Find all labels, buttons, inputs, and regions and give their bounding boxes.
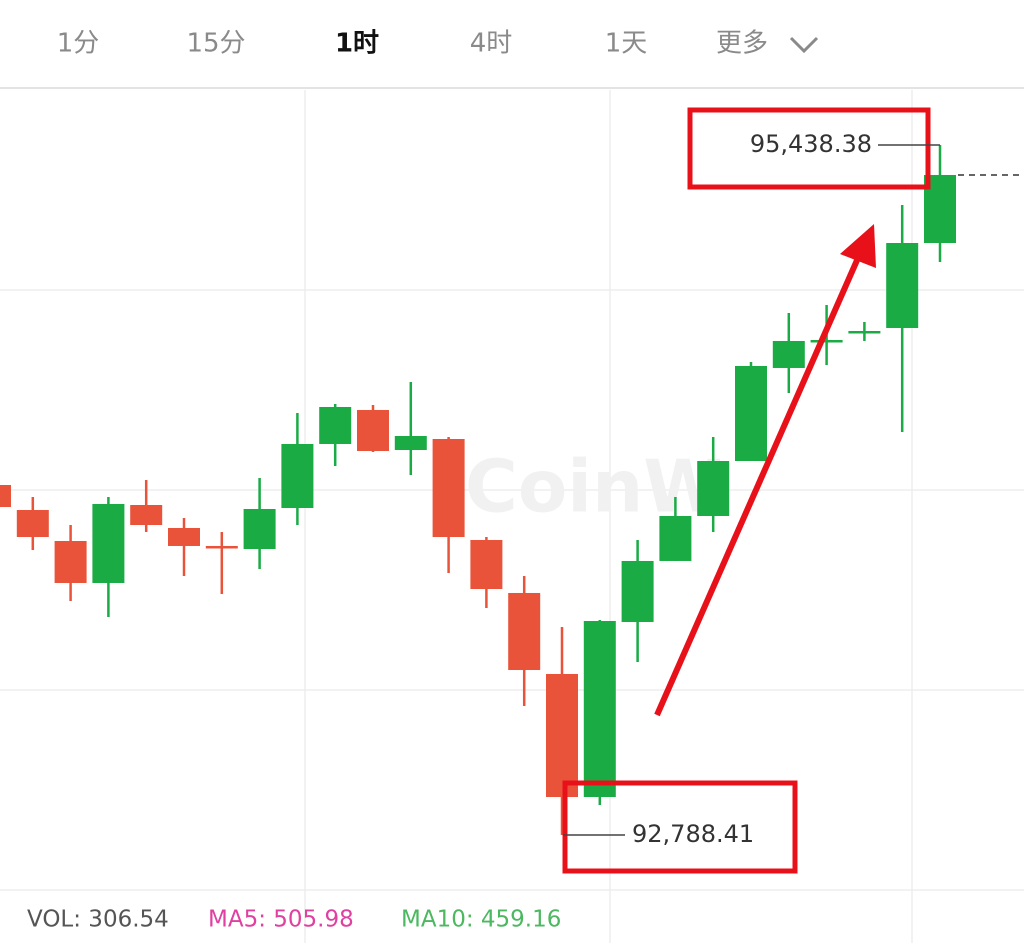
- candle-body: [546, 673, 578, 797]
- candle-body: [886, 243, 919, 328]
- tab[interactable]: 1天: [605, 29, 648, 59]
- arrow: [654, 256, 861, 717]
- candle-body: [54, 540, 87, 583]
- watermark: CoinW: [465, 445, 723, 529]
- candle-body: [621, 560, 654, 622]
- candle-body: [508, 592, 541, 671]
- candle-body: [659, 515, 692, 561]
- tab[interactable]: 4时: [470, 29, 513, 59]
- candle-body: [205, 545, 238, 549]
- candle-body: [243, 508, 276, 550]
- tab[interactable]: 更多: [716, 29, 768, 59]
- highlight-box: [687, 107, 931, 190]
- dropdown-chevron: [789, 36, 819, 54]
- indicator: VOL: 306.54: [27, 907, 169, 933]
- candles: [0, 144, 956, 836]
- candle-body: [168, 527, 200, 546]
- candle-body: [357, 409, 389, 451]
- candle-body: [697, 460, 730, 516]
- high-label: 95,438.38: [750, 130, 872, 158]
- indicator: MA5: 505.98: [208, 907, 354, 933]
- candle-body: [0, 485, 11, 508]
- candle-body: [281, 443, 314, 508]
- candle-body: [319, 406, 352, 444]
- indicator: MA10: 459.16: [401, 907, 561, 933]
- arrow-head: [840, 224, 876, 268]
- candle-body: [92, 503, 125, 583]
- highlight-box: [562, 780, 798, 874]
- candle-body: [470, 539, 503, 589]
- candle-body: [810, 339, 843, 343]
- overlay: [562, 107, 931, 874]
- candle-body: [772, 340, 805, 368]
- candle-body: [130, 504, 163, 525]
- candle-body: [848, 330, 881, 334]
- tab[interactable]: 15分: [186, 29, 245, 59]
- candle-body: [432, 438, 465, 537]
- candle-body: [16, 509, 49, 537]
- candle-body: [735, 365, 767, 461]
- candle-body: [583, 620, 616, 797]
- tab[interactable]: 1分: [57, 29, 100, 59]
- candle-body: [394, 435, 427, 451]
- tab[interactable]: 1时: [335, 29, 379, 59]
- low-label: 92,788.41: [632, 820, 754, 848]
